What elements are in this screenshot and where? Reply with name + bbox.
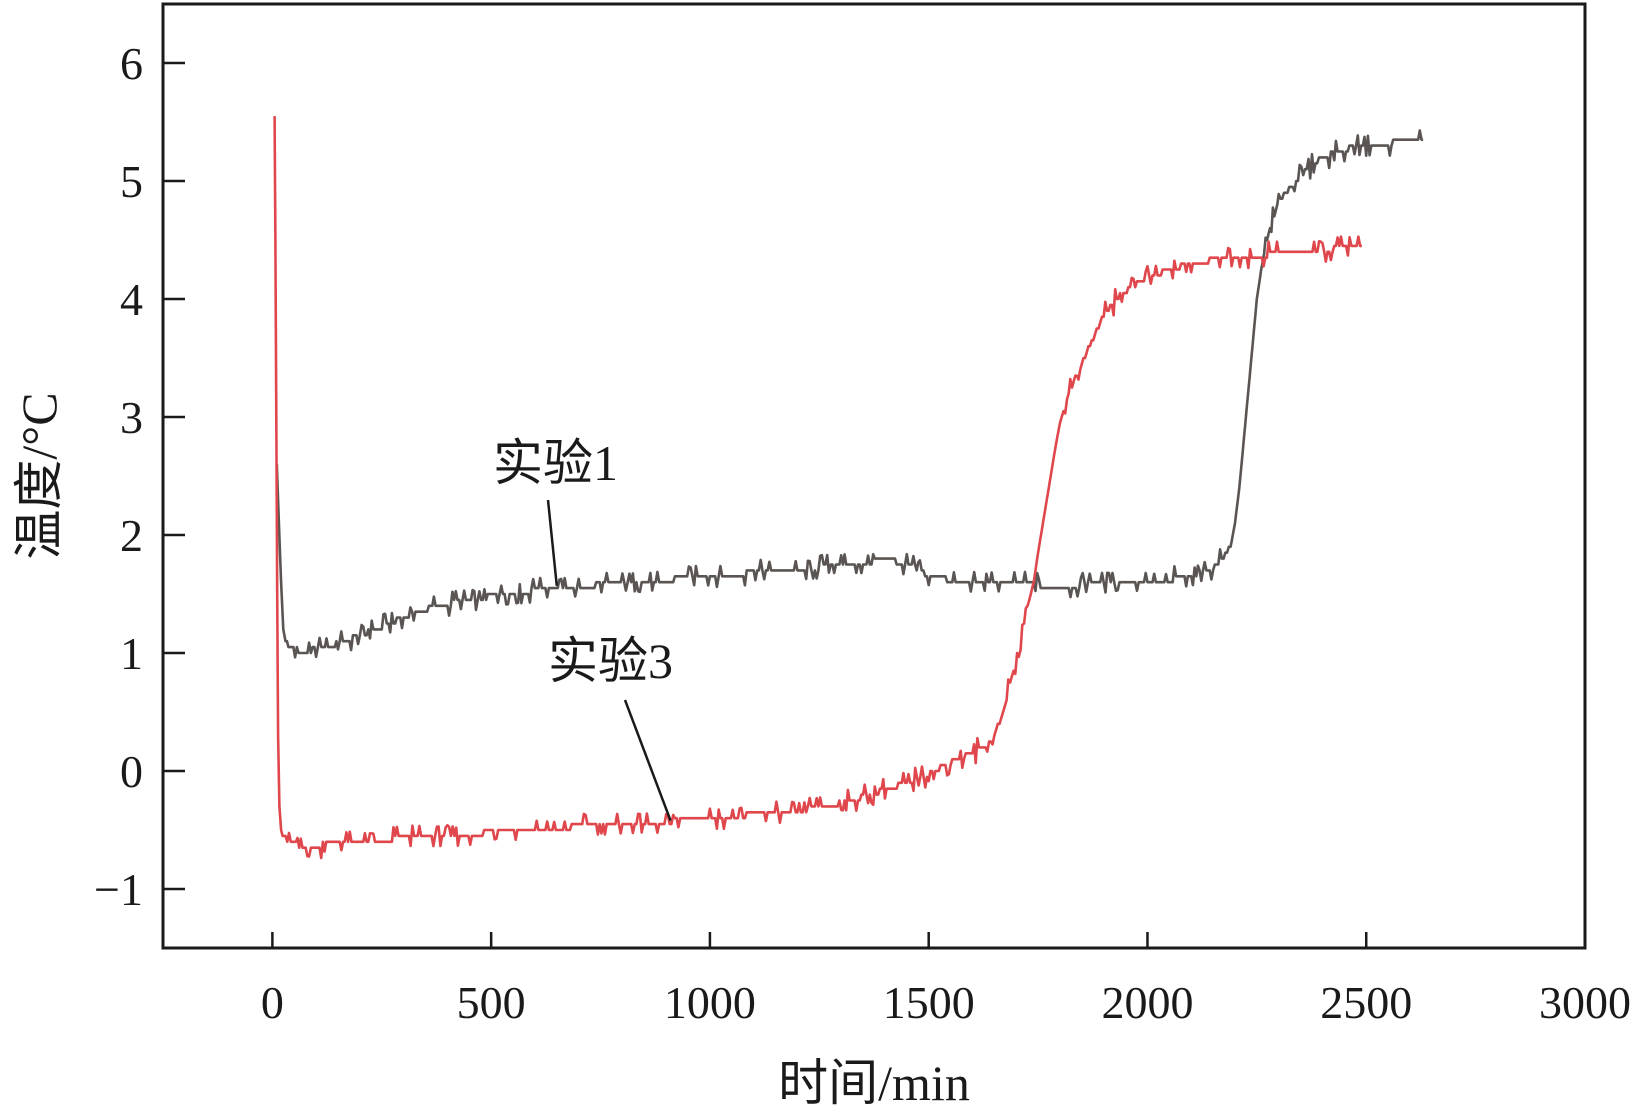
series-line-1 — [275, 129, 1424, 659]
y-tick-label: 4 — [120, 274, 143, 325]
x-tick-label: 500 — [457, 977, 526, 1028]
annotation-layer: 实验1 实验3 — [493, 435, 673, 822]
x-tick-label: 0 — [261, 977, 284, 1028]
x-tick-label: 3000 — [1539, 977, 1631, 1028]
y-axis-ticks: −1 0 1 2 3 4 5 6 — [94, 38, 185, 915]
plot-frame — [161, 2, 1587, 950]
y-tick-label: 0 — [120, 746, 143, 797]
series-layer — [273, 116, 1424, 860]
y-tick-label: 5 — [120, 156, 143, 207]
x-axis-ticks: 0 500 1000 1500 2000 2500 3000 — [261, 932, 1631, 1028]
y-tick-label: −1 — [94, 864, 143, 915]
y-tick-label: 6 — [120, 38, 143, 89]
x-tick-label: 2000 — [1101, 977, 1193, 1028]
x-tick-label: 1000 — [664, 977, 756, 1028]
x-axis-label: 时间/min — [778, 1055, 970, 1111]
y-axis-label: 温度/°C — [11, 392, 67, 559]
annotation-label: 实验3 — [548, 633, 673, 689]
y-tick-label: 1 — [120, 628, 143, 679]
y-tick-label: 3 — [120, 392, 143, 443]
annotation-leader — [623, 699, 672, 822]
x-tick-label: 2500 — [1320, 977, 1412, 1028]
y-tick-label: 2 — [120, 510, 143, 561]
annotation-label: 实验1 — [493, 435, 618, 491]
annotation-leader — [546, 499, 559, 586]
x-tick-label: 1500 — [883, 977, 975, 1028]
series-line-2 — [273, 116, 1362, 860]
